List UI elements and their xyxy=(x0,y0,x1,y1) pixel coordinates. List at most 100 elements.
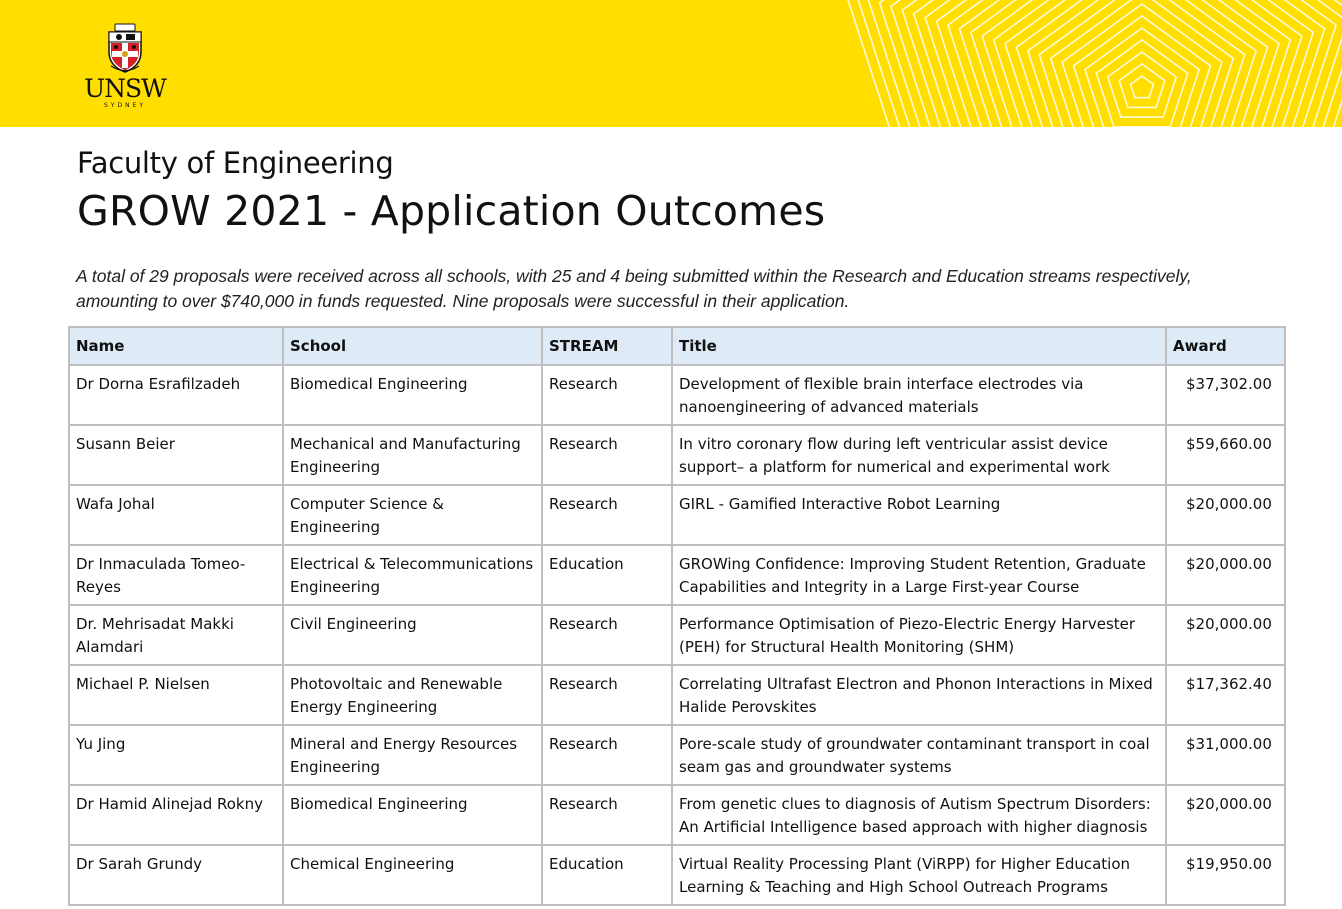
cell-name: Dr. Mehrisadat Makki Alamdari xyxy=(68,604,284,666)
pattern-line xyxy=(981,0,1303,127)
header-banner: UNSW SYDNEY xyxy=(0,0,1342,127)
cell-name: Susann Beier xyxy=(68,424,284,486)
cell-school: Photovoltaic and Renewable Energy Engine… xyxy=(282,664,543,726)
pattern-line xyxy=(1118,63,1166,109)
cell-title: From genetic clues to diagnosis of Autis… xyxy=(671,784,1167,846)
header-title: Title xyxy=(671,326,1167,366)
cell-school: Computer Science & Engineering xyxy=(282,484,543,546)
cell-award: $20,000.00 xyxy=(1165,484,1286,546)
award-amount: 17,362.40 xyxy=(1195,675,1272,693)
pattern-line xyxy=(1083,27,1201,127)
currency-symbol: $ xyxy=(1186,735,1196,753)
pattern-line xyxy=(1129,75,1155,99)
table-row: Michael P. Nielsen Photovoltaic and Rene… xyxy=(68,664,1286,726)
currency-symbol: $ xyxy=(1186,375,1196,393)
table-row: Susann Beier Mechanical and Manufacturin… xyxy=(68,424,1286,486)
cell-award: $19,950.00 xyxy=(1165,844,1286,906)
cell-name: Dr Inmaculada Tomeo-Reyes xyxy=(68,544,284,606)
pattern-line xyxy=(969,0,1315,127)
award-amount: 20,000.00 xyxy=(1195,615,1272,633)
pattern-line xyxy=(1038,0,1246,127)
table-row: Wafa Johal Computer Science & Engineerin… xyxy=(68,484,1286,546)
cell-award: $17,362.40 xyxy=(1165,664,1286,726)
header-school: School xyxy=(282,326,543,366)
cell-stream: Research xyxy=(541,784,673,846)
pattern-line xyxy=(958,0,1326,127)
pattern-line xyxy=(992,0,1292,127)
table-row: Dr Hamid Alinejad Rokny Biomedical Engin… xyxy=(68,784,1286,846)
cell-school: Civil Engineering xyxy=(282,604,543,666)
cell-award: $59,660.00 xyxy=(1165,424,1286,486)
decorative-pentagon-pattern xyxy=(847,0,1342,127)
award-amount: 31,000.00 xyxy=(1195,735,1272,753)
faculty-heading: Faculty of Engineering xyxy=(77,146,394,180)
cell-stream: Research xyxy=(541,604,673,666)
cell-name: Dr Dorna Esrafilzadeh xyxy=(68,364,284,426)
cell-stream: Research xyxy=(541,364,673,426)
currency-symbol: $ xyxy=(1186,675,1196,693)
cell-title: Virtual Reality Processing Plant (ViRPP)… xyxy=(671,844,1167,906)
intro-paragraph: A total of 29 proposals were received ac… xyxy=(76,266,1192,311)
cell-name: Yu Jing xyxy=(68,724,284,786)
cell-stream: Education xyxy=(541,544,673,606)
cell-stream: Research xyxy=(541,664,673,726)
unsw-sydney-subtext: SYDNEY xyxy=(103,102,147,109)
cell-name: Wafa Johal xyxy=(68,484,284,546)
cell-school: Mineral and Energy Resources Engineering xyxy=(282,724,543,786)
table-row: Dr. Mehrisadat Makki Alamdari Civil Engi… xyxy=(68,604,1286,666)
cell-award: $37,302.00 xyxy=(1165,364,1286,426)
cell-award: $31,000.00 xyxy=(1165,724,1286,786)
cell-school: Electrical & Telecommunications Engineer… xyxy=(282,544,543,606)
currency-symbol: $ xyxy=(1186,495,1196,513)
cell-school: Chemical Engineering xyxy=(282,844,543,906)
award-amount: 37,302.00 xyxy=(1195,375,1272,393)
currency-symbol: $ xyxy=(1186,855,1196,873)
currency-symbol: $ xyxy=(1186,435,1196,453)
currency-symbol: $ xyxy=(1186,555,1196,573)
cell-award: $20,000.00 xyxy=(1165,544,1286,606)
unsw-crest-icon xyxy=(108,23,142,73)
pattern-line xyxy=(1106,51,1178,118)
pattern-line xyxy=(1049,0,1235,127)
unsw-logo: UNSW SYDNEY xyxy=(80,22,170,114)
award-amount: 20,000.00 xyxy=(1195,555,1272,573)
outcomes-table: Name School STREAM Title Award Dr Dorna … xyxy=(68,326,1286,906)
header-name: Name xyxy=(68,326,284,366)
page-title: GROW 2021 - Application Outcomes xyxy=(77,187,826,235)
table-row: Dr Inmaculada Tomeo-Reyes Electrical & T… xyxy=(68,544,1286,606)
unsw-wordmark: UNSW xyxy=(84,74,167,103)
cell-stream: Research xyxy=(541,724,673,786)
header-award: Award xyxy=(1165,326,1286,366)
cell-stream: Research xyxy=(541,484,673,546)
pattern-line xyxy=(947,0,1337,127)
cell-title: GROWing Confidence: Improving Student Re… xyxy=(671,544,1167,606)
currency-symbol: $ xyxy=(1186,795,1196,813)
award-amount: 20,000.00 xyxy=(1195,495,1272,513)
pattern-line xyxy=(1015,0,1269,127)
table-row: Yu Jing Mineral and Energy Resources Eng… xyxy=(68,724,1286,786)
table-row: Dr Sarah Grundy Chemical Engineering Edu… xyxy=(68,844,1286,906)
cell-title: In vitro coronary flow during left ventr… xyxy=(671,424,1167,486)
award-amount: 20,000.00 xyxy=(1195,795,1272,813)
award-amount: 59,660.00 xyxy=(1195,435,1272,453)
cell-title: GIRL - Gamified Interactive Robot Learni… xyxy=(671,484,1167,546)
cell-stream: Education xyxy=(541,844,673,906)
pattern-line xyxy=(1095,39,1189,127)
cell-title: Correlating Ultrafast Electron and Phono… xyxy=(671,664,1167,726)
cell-school: Biomedical Engineering xyxy=(282,364,543,426)
cell-title: Pore-scale study of groundwater contamin… xyxy=(671,724,1167,786)
cell-title: Performance Optimisation of Piezo-Electr… xyxy=(671,604,1167,666)
pattern-line xyxy=(1072,15,1212,127)
cell-award: $20,000.00 xyxy=(1165,784,1286,846)
pattern-line xyxy=(1061,3,1223,127)
cell-title: Development of flexible brain interface … xyxy=(671,364,1167,426)
currency-symbol: $ xyxy=(1186,615,1196,633)
pattern-line xyxy=(1026,0,1258,127)
cell-name: Michael P. Nielsen xyxy=(68,664,284,726)
cell-school: Biomedical Engineering xyxy=(282,784,543,846)
cell-name: Dr Hamid Alinejad Rokny xyxy=(68,784,284,846)
table-header-row: Name School STREAM Title Award xyxy=(68,326,1286,366)
table-row: Dr Dorna Esrafilzadeh Biomedical Enginee… xyxy=(68,364,1286,426)
header-stream: STREAM xyxy=(541,326,673,366)
pattern-line xyxy=(889,0,931,127)
